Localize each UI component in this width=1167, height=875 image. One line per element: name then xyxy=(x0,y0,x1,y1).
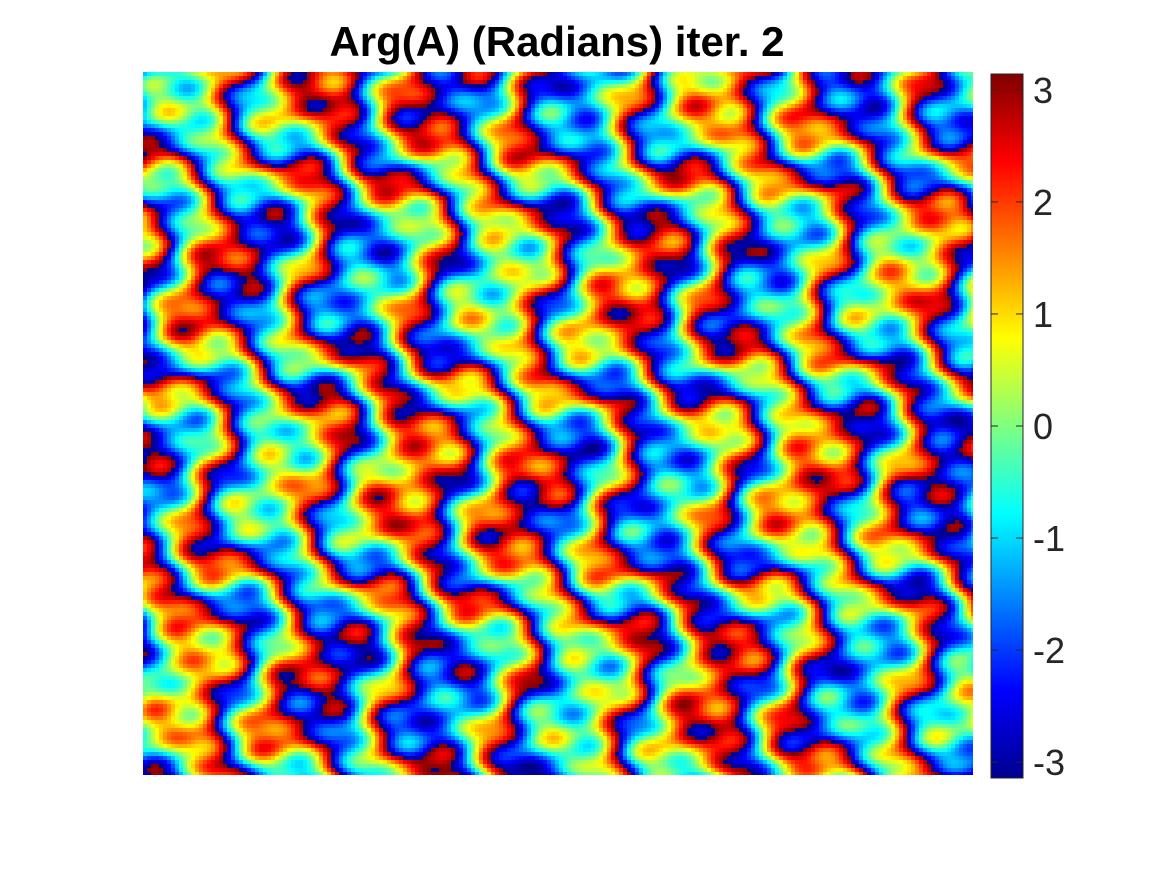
colorbar-tick-label: 3 xyxy=(1033,70,1053,111)
colorbar-tick-label: -2 xyxy=(1033,630,1065,671)
colorbar-tick-label: -1 xyxy=(1033,518,1065,559)
phase-heatmap xyxy=(143,72,973,775)
colorbar-ticks: 3 2 1 0 -1 -2 -3 xyxy=(991,70,1065,783)
chart-title: Arg(A) (Radians) iter. 2 xyxy=(329,18,784,65)
colorbar-tick-label: 1 xyxy=(1033,294,1053,335)
colorbar-tick-label: 2 xyxy=(1033,182,1053,223)
colorbar-tick-label: -3 xyxy=(1033,742,1065,783)
colorbar-tick-label: 0 xyxy=(1033,406,1053,447)
